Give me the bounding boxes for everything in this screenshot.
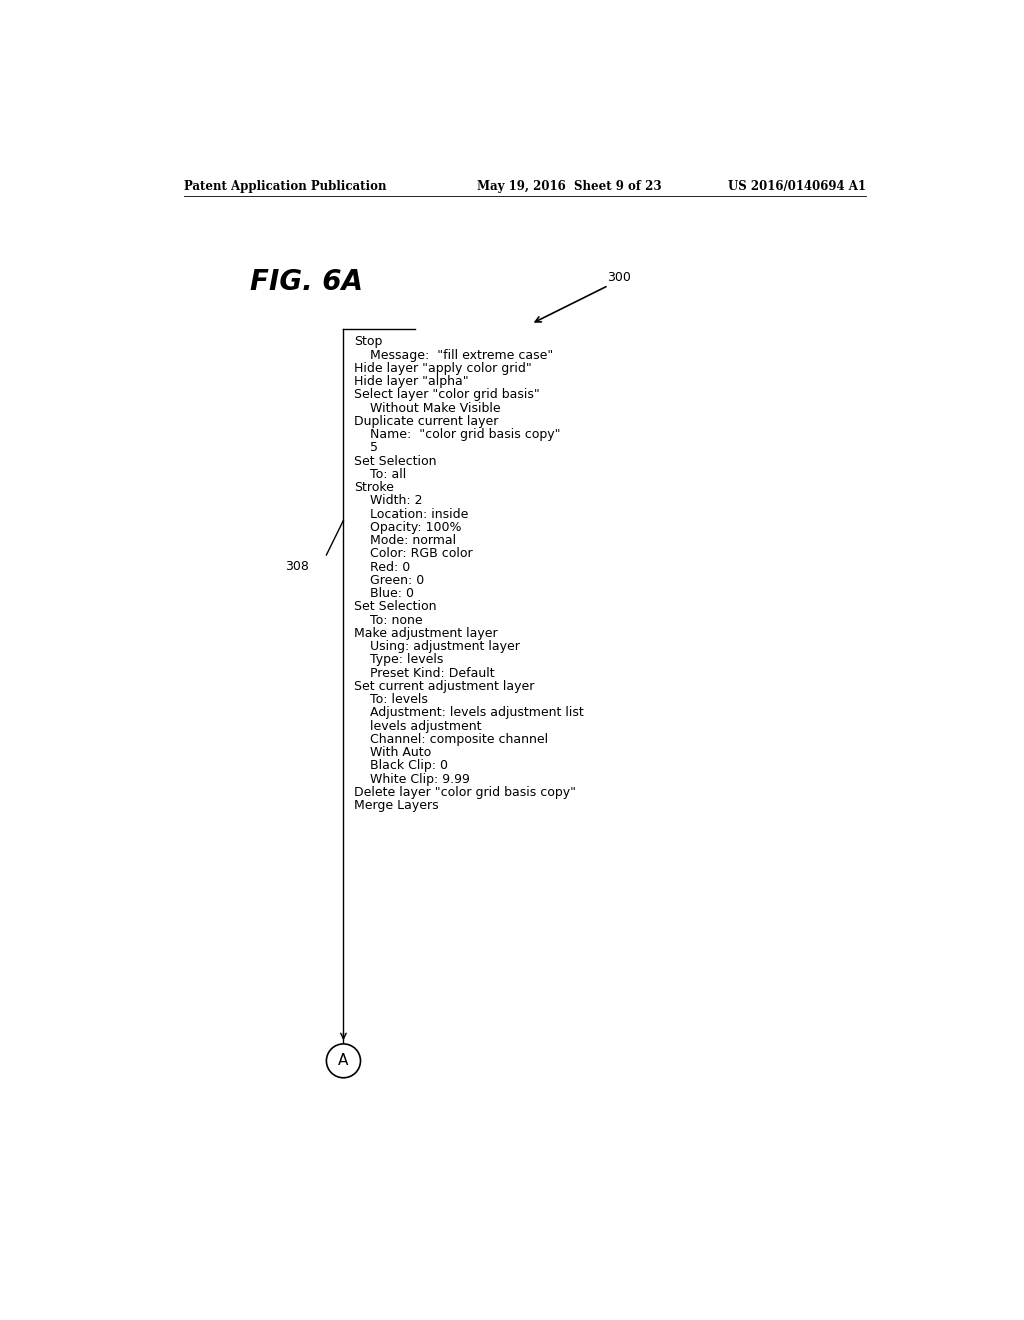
Text: To: levels: To: levels (354, 693, 428, 706)
Text: With Auto: With Auto (354, 746, 431, 759)
Text: Using: adjustment layer: Using: adjustment layer (354, 640, 520, 653)
Text: Color: RGB color: Color: RGB color (354, 548, 473, 561)
Text: Width: 2: Width: 2 (354, 495, 423, 507)
Text: Message:  "fill extreme case": Message: "fill extreme case" (354, 348, 554, 362)
Text: To: all: To: all (354, 469, 407, 480)
Text: Merge Layers: Merge Layers (354, 799, 439, 812)
Text: Stop: Stop (354, 335, 383, 348)
Text: Mode: normal: Mode: normal (354, 535, 457, 548)
Text: Select layer "color grid basis": Select layer "color grid basis" (354, 388, 540, 401)
Text: Black Clip: 0: Black Clip: 0 (354, 759, 449, 772)
Text: Hide layer "apply color grid": Hide layer "apply color grid" (354, 362, 532, 375)
Text: Without Make Visible: Without Make Visible (354, 401, 501, 414)
Text: Type: levels: Type: levels (354, 653, 443, 667)
Text: Duplicate current layer: Duplicate current layer (354, 414, 499, 428)
Text: 300: 300 (607, 271, 631, 284)
Text: Patent Application Publication: Patent Application Publication (183, 181, 386, 194)
Text: 5: 5 (354, 441, 378, 454)
Text: Green: 0: Green: 0 (354, 574, 425, 587)
Text: 308: 308 (285, 560, 309, 573)
Text: Set current adjustment layer: Set current adjustment layer (354, 680, 535, 693)
Text: May 19, 2016  Sheet 9 of 23: May 19, 2016 Sheet 9 of 23 (477, 181, 662, 194)
Text: A: A (338, 1053, 348, 1068)
Text: levels adjustment: levels adjustment (354, 719, 482, 733)
Text: To: none: To: none (354, 614, 423, 627)
Text: Channel: composite channel: Channel: composite channel (354, 733, 549, 746)
Text: Location: inside: Location: inside (354, 508, 469, 520)
Text: Make adjustment layer: Make adjustment layer (354, 627, 498, 640)
Text: Blue: 0: Blue: 0 (354, 587, 415, 601)
Text: Preset Kind: Default: Preset Kind: Default (354, 667, 495, 680)
Text: Set Selection: Set Selection (354, 601, 437, 614)
Text: Opacity: 100%: Opacity: 100% (354, 521, 462, 533)
Text: Stroke: Stroke (354, 482, 394, 494)
Text: White Clip: 9.99: White Clip: 9.99 (354, 772, 470, 785)
Text: Name:  "color grid basis copy": Name: "color grid basis copy" (354, 428, 561, 441)
Text: Hide layer "alpha": Hide layer "alpha" (354, 375, 469, 388)
Text: Adjustment: levels adjustment list: Adjustment: levels adjustment list (354, 706, 584, 719)
Text: FIG. 6A: FIG. 6A (251, 268, 364, 296)
Text: Set Selection: Set Selection (354, 454, 437, 467)
Text: US 2016/0140694 A1: US 2016/0140694 A1 (728, 181, 866, 194)
Text: Red: 0: Red: 0 (354, 561, 411, 574)
Text: Delete layer "color grid basis copy": Delete layer "color grid basis copy" (354, 785, 577, 799)
